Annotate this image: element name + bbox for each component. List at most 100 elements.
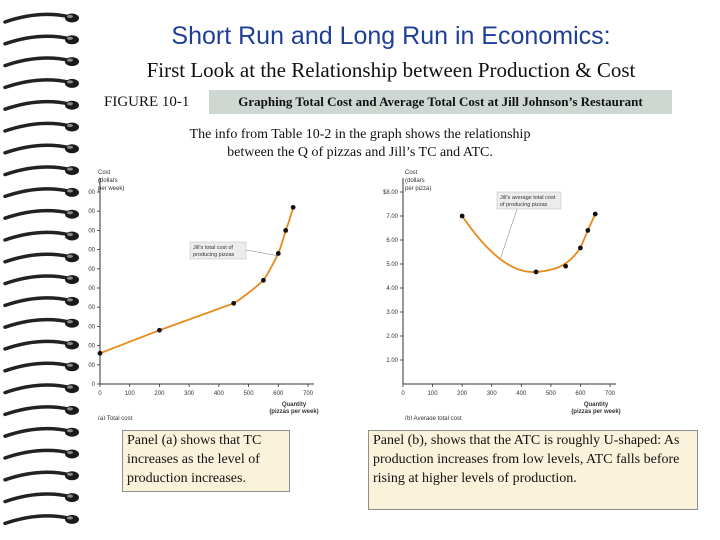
data-point [97, 350, 103, 356]
spiral-highlight [67, 385, 73, 389]
y-axis-title: per week) [98, 186, 124, 192]
data-point [290, 204, 296, 210]
intro-line-1: The info from Table 10-2 in the graph sh… [189, 127, 531, 142]
y-tick-label: 7.00 [386, 214, 398, 220]
x-tick-label: 700 [303, 391, 314, 397]
spiral-highlight [67, 276, 73, 280]
spiral-coil [3, 34, 72, 46]
spiral-highlight [67, 407, 73, 411]
chart-total-cost: Cost (dollars per week) 0 500 1,000 1,500 2,000… [88, 170, 319, 420]
spiral-highlight [67, 232, 73, 237]
x-axis-title: (pizzas per week) [571, 409, 620, 415]
y-tick-label: 6.00 [386, 238, 398, 244]
data-point [585, 228, 591, 233]
spiral-hole [65, 275, 79, 285]
spiral-highlight [67, 14, 73, 19]
spiral-hole [65, 100, 79, 110]
y-tick-label: $5,000 [88, 190, 96, 196]
spiral-coil [3, 296, 72, 308]
data-point [578, 245, 583, 251]
spiral-coil [3, 426, 72, 438]
data-point [459, 213, 465, 219]
spiral-coil [3, 78, 72, 90]
x-tick-label: 500 [546, 391, 557, 397]
slide-subtitle: First Look at the Relationship between P… [146, 58, 636, 82]
x-tick-label: 200 [457, 391, 468, 397]
data-point [157, 327, 162, 333]
spiral-hole [65, 514, 79, 524]
y-tick-label: 2,000 [88, 305, 96, 311]
data-point [261, 277, 266, 283]
y-tick-label: 4,000 [88, 228, 96, 234]
spiral-hole [65, 362, 79, 372]
x-tick-label: 400 [214, 391, 225, 397]
x-tick-label: 400 [516, 391, 527, 397]
data-point [231, 300, 237, 306]
panel-a-note: Panel (a) shows that TC increases as the… [122, 430, 290, 492]
spiral-hole [65, 340, 79, 350]
x-axis-title: Quantity [282, 402, 307, 408]
y-tick-label: 0 [92, 382, 96, 388]
x-tick-label: 500 [244, 391, 255, 397]
data-point [563, 263, 569, 269]
spiral-highlight [67, 167, 73, 171]
spiral-coil [3, 339, 72, 351]
y-tick-label: $8.00 [383, 190, 399, 196]
spiral-coil [3, 470, 72, 482]
spiral-hole [65, 471, 79, 481]
spiral-coil [3, 361, 72, 373]
y-axis-title: Cost [98, 170, 111, 176]
spiral-hole [65, 231, 79, 241]
spiral-hole [65, 57, 79, 67]
y-tick-label: 3,000 [88, 267, 96, 273]
spiral-highlight [67, 102, 73, 106]
spiral-hole [65, 493, 79, 503]
spiral-hole [65, 166, 79, 176]
x-tick-label: 700 [605, 391, 616, 397]
spiral-hole [65, 144, 79, 154]
spiral-coil [3, 448, 72, 460]
spiral-coil [3, 405, 72, 417]
x-tick-label: 0 [98, 391, 102, 397]
spiral-coil [3, 208, 72, 220]
spiral-highlight [67, 298, 73, 302]
annotation-leader [500, 208, 518, 259]
spiral-highlight [67, 211, 73, 215]
spiral-coil [3, 121, 72, 133]
spiral-hole [65, 449, 79, 459]
intro-text: The info from Table 10-2 in the graph sh… [150, 126, 570, 162]
data-point [283, 228, 289, 233]
spiral-coil [3, 187, 72, 199]
spiral-coil [3, 230, 72, 242]
data-point [533, 269, 539, 275]
spiral-coil [3, 99, 72, 111]
x-tick-label: 600 [575, 391, 586, 397]
annotation-box [189, 241, 247, 260]
spiral-coil [3, 514, 72, 526]
spiral-hole [65, 78, 79, 88]
y-tick-label: 1.00 [386, 358, 398, 364]
panel-caption: (b) Average total cost [405, 416, 462, 420]
figure-label: FIGURE 10-1 [104, 94, 190, 110]
spiral-coil [3, 274, 72, 286]
spiral-highlight [67, 450, 73, 455]
spiral-highlight [67, 123, 73, 128]
spiral-highlight [67, 58, 73, 62]
binder-spiral [0, 0, 92, 540]
spiral-highlight [67, 429, 73, 433]
spiral-coil [3, 56, 72, 68]
y-tick-label: 5.00 [386, 262, 398, 268]
spiral-hole [65, 13, 79, 23]
intro-line-2: between the Q of pizzas and Jill’s TC an… [227, 145, 493, 160]
y-tick-label: 4.00 [386, 286, 398, 292]
x-tick-label: 200 [154, 391, 165, 397]
spiral-hole [65, 384, 79, 394]
x-axis-title: Quantity [584, 402, 609, 408]
x-tick-label: 100 [428, 391, 439, 397]
panel-b-note: Panel (b), shows that the ATC is roughly… [368, 430, 698, 510]
figure-caption: Graphing Total Cost and Average Total Co… [209, 90, 672, 114]
spiral-highlight [67, 363, 73, 367]
y-axis-title: per pizza) [405, 186, 431, 192]
charts-area: Cost (dollars per week) 0 500 1,000 1,500 2,000… [88, 170, 621, 420]
spiral-coil [3, 165, 72, 177]
